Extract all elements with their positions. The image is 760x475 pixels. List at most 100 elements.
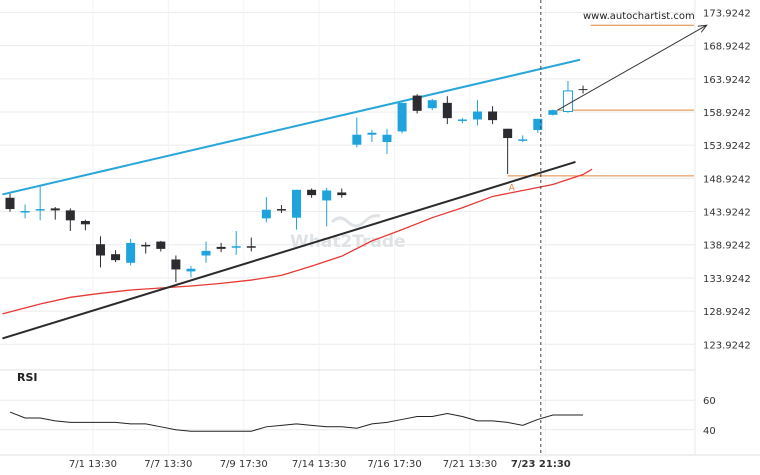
candle [111, 250, 121, 263]
candle [472, 100, 482, 126]
price-tick-label: 148.9242 [703, 174, 751, 185]
forecast-arrow-head [697, 24, 708, 33]
time-tick-label: 7/23 21:30 [511, 459, 571, 470]
candle [337, 188, 347, 198]
candle [488, 106, 498, 125]
candle-body [141, 244, 151, 247]
price-tick-label: 158.9242 [703, 108, 751, 119]
time-tick-label: 7/14 13:30 [292, 459, 346, 470]
candle [95, 236, 105, 268]
candle-body [111, 254, 121, 261]
watermark-wave-icon [330, 214, 381, 228]
candle-body [322, 190, 332, 201]
price-tick-label: 123.9242 [703, 340, 751, 351]
price-tick-label: 163.9242 [703, 75, 751, 86]
time-tick-label: 7/1 13:30 [69, 459, 117, 470]
candle [503, 128, 513, 174]
time-tick-label: 7/9 17:30 [220, 459, 268, 470]
candle-body [246, 246, 256, 248]
trend-lines [2, 58, 581, 340]
candle [201, 241, 211, 263]
candle [186, 266, 196, 278]
candle [397, 102, 407, 134]
candle-body [457, 119, 467, 121]
candle [367, 130, 377, 143]
forecast-arrow-line [557, 24, 707, 111]
candle-body [201, 250, 211, 256]
candle-body [367, 132, 377, 135]
candle-body [533, 118, 543, 131]
resistance-line [2, 58, 581, 196]
candle [5, 193, 15, 212]
candle-body [231, 246, 241, 248]
candle [80, 219, 90, 231]
candle-body [216, 246, 226, 249]
candle [442, 96, 452, 125]
candle [50, 207, 60, 220]
candle-body [382, 134, 392, 143]
price-tick-label: 128.9242 [703, 307, 751, 318]
candle-body [20, 211, 30, 213]
price-tick-label: 153.9242 [703, 141, 751, 152]
candle-body [337, 192, 347, 196]
candle [412, 94, 422, 114]
candle-body [80, 220, 90, 225]
candle-body [65, 210, 75, 221]
candle-body [518, 139, 528, 141]
candle [20, 204, 30, 219]
candle-body [488, 111, 498, 121]
price-tick-label: 173.9242 [703, 8, 751, 19]
candle-body [548, 110, 558, 115]
candle-body [472, 111, 482, 120]
price-axis: 173.9242 168.9242 163.9242 158.9242 153.9242… [703, 8, 751, 351]
rsi-panel: 60 40 [0, 396, 716, 437]
price-tick-label: 143.9242 [703, 208, 751, 219]
candle [156, 240, 166, 252]
candle [457, 118, 467, 124]
candle [65, 208, 75, 231]
price-tick-label: 133.9242 [703, 274, 751, 285]
candle-body [397, 102, 407, 132]
candle-body [126, 242, 136, 263]
candle [533, 118, 543, 133]
candle [578, 85, 588, 94]
candle [141, 242, 151, 254]
candle [261, 197, 271, 223]
grid [0, 0, 760, 456]
candle-body [292, 189, 302, 218]
time-tick-label: 7/7 13:30 [144, 459, 192, 470]
candle-body [186, 268, 196, 272]
candle-body [171, 259, 181, 270]
rsi-tick-label: 40 [703, 426, 716, 437]
candle [548, 109, 558, 116]
candle [322, 187, 332, 227]
candle [231, 230, 241, 255]
rsi-label: RSI [17, 371, 38, 384]
candle [276, 205, 286, 214]
candle [292, 189, 302, 230]
candle-body [156, 241, 166, 249]
candle-body [50, 208, 60, 211]
candle-body [307, 189, 317, 196]
candle [382, 128, 392, 154]
price-tick-label: 138.9242 [703, 241, 751, 252]
watermark-text: What2Trade [290, 232, 406, 252]
candle-body [442, 102, 452, 119]
candle-body [412, 95, 422, 111]
time-tick-label: 7/16 17:30 [367, 459, 421, 470]
candle [171, 255, 181, 283]
rsi-tick-label: 60 [703, 396, 716, 407]
rsi-line [9, 411, 584, 432]
point-label-a: A [509, 184, 516, 194]
forecast-arrow [557, 24, 708, 111]
time-axis: 7/1 13:30 7/7 13:30 7/9 17:30 7/14 13:30 7/1… [69, 459, 571, 470]
candle [126, 238, 136, 266]
candle-body [35, 209, 45, 211]
candlestick-series [5, 80, 588, 283]
candle [307, 188, 317, 198]
candle [518, 135, 528, 143]
candle-body [352, 134, 362, 145]
price-levels [507, 24, 694, 177]
candle-body [503, 128, 513, 139]
candle-body [95, 244, 105, 256]
